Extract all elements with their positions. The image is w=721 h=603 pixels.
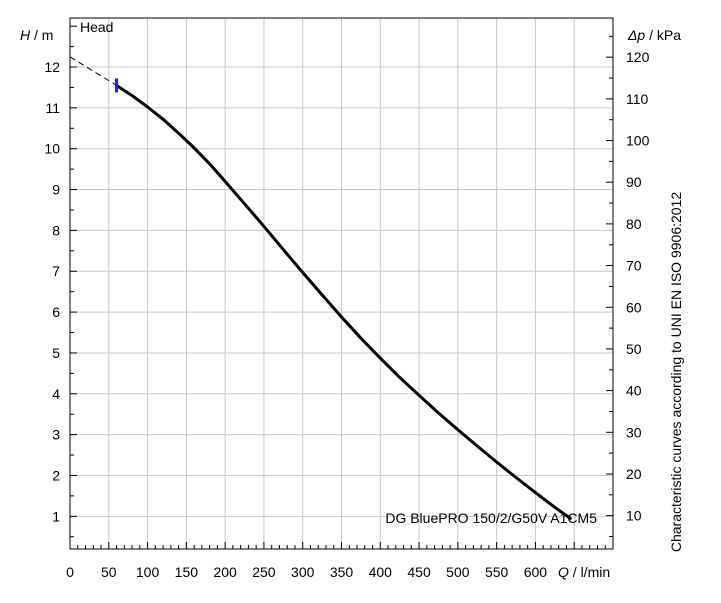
y-left-tick-label: 9 [52, 182, 60, 198]
y-left-tick-label: 12 [44, 59, 60, 75]
y-right-tick-label: 110 [626, 91, 649, 107]
x-tick-label: 350 [330, 564, 354, 580]
y-left-tick-label: 4 [52, 386, 60, 402]
left-axis-sep: / [34, 27, 42, 43]
x-tick-label: 0 [66, 564, 74, 580]
left-axis-symbol: H [20, 27, 31, 43]
right-axis-symbol: Δp [627, 27, 645, 43]
y-right-tick-label: 120 [626, 49, 650, 65]
y-left-tick-label: 10 [44, 141, 60, 157]
y-left-tick-label: 6 [52, 304, 60, 320]
x-axis-sep: / [573, 564, 581, 580]
x-tick-label: 450 [407, 564, 431, 580]
left-axis-unit: m [42, 27, 54, 43]
y-right-tick-label: 80 [626, 216, 642, 232]
x-axis-unit: l/min [581, 564, 611, 580]
y-right-tick-label: 70 [626, 258, 642, 274]
y-right-tick-label: 20 [626, 466, 642, 482]
series-name-label: DG BluePRO 150/2/G50V A1CM5 [385, 510, 597, 526]
extrapolation-dashed-line [69, 56, 117, 86]
y-right-tick-label: 50 [626, 341, 642, 357]
tick-labels: 0 50 100 150 200 250 300 350 400 450 500 550 6001234… [44, 49, 649, 580]
y-left-tick-label: 5 [52, 345, 60, 361]
grid [70, 18, 613, 549]
x-axis-symbol: Q [558, 564, 569, 580]
y-right-tick-label: 100 [626, 133, 650, 149]
x-tick-label: 200 [213, 564, 237, 580]
curves [69, 56, 572, 520]
right-axis-unit: kPa [657, 27, 681, 43]
x-tick-label: 300 [291, 564, 315, 580]
y-left-tick-label: 2 [52, 467, 60, 483]
left-axis-title: H / m [20, 27, 53, 43]
corner-label: Head [80, 19, 113, 35]
standard-note: Characteristic curves according to UNI E… [668, 192, 684, 552]
x-tick-label: 400 [369, 564, 393, 580]
x-tick-label: 250 [252, 564, 276, 580]
x-axis-title: Q / l/min [558, 564, 610, 580]
y-left-tick-label: 3 [52, 427, 60, 443]
x-tick-label: 600 [524, 564, 548, 580]
right-axis-title: Δp / kPa [627, 27, 681, 43]
y-right-tick-label: 40 [626, 383, 642, 399]
y-left-tick-label: 1 [52, 508, 60, 524]
x-tick-label: 50 [101, 564, 117, 580]
y-right-tick-label: 30 [626, 424, 642, 440]
y-left-tick-label: 8 [52, 222, 60, 238]
y-left-tick-label: 7 [52, 263, 60, 279]
series-line [115, 83, 572, 520]
x-tick-label: 150 [175, 564, 199, 580]
y-left-tick-label: 11 [45, 100, 60, 116]
y-right-tick-label: 10 [626, 508, 642, 524]
x-tick-label: 500 [446, 564, 470, 580]
x-tick-label: 550 [485, 564, 509, 580]
y-right-tick-label: 90 [626, 174, 642, 190]
y-right-tick-label: 60 [626, 299, 642, 315]
right-axis-sep: / [649, 27, 657, 43]
x-tick-label: 100 [136, 564, 160, 580]
axis-ticks [70, 25, 613, 549]
